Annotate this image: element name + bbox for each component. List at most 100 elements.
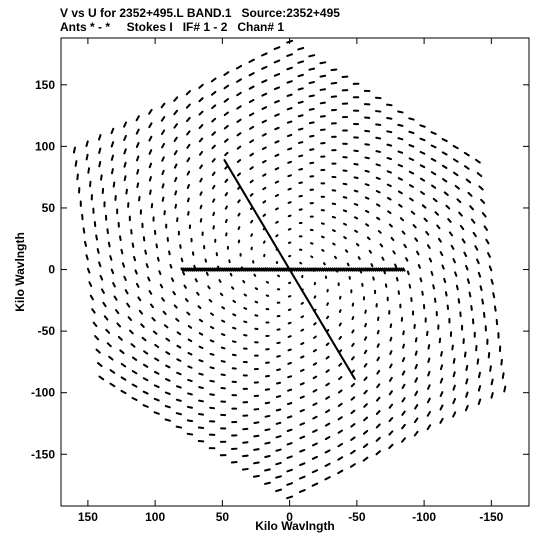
uv-point [188, 267, 192, 272]
uv-point [156, 256, 160, 262]
uv-point [363, 376, 368, 381]
uv-point [448, 231, 454, 237]
uv-point [262, 186, 267, 191]
uv-point [401, 410, 406, 416]
uv-point [408, 144, 415, 148]
uv-point [275, 207, 279, 211]
uv-point [388, 443, 394, 450]
uv-point [97, 134, 102, 141]
uv-point [439, 391, 444, 398]
uv-point [395, 276, 399, 282]
uv-point [419, 150, 426, 155]
uv-point [209, 325, 215, 330]
uv-point [310, 267, 315, 272]
uv-point [110, 141, 115, 148]
uv-point [436, 224, 441, 230]
uv-point [414, 377, 419, 383]
uv-point [236, 145, 242, 150]
uv-point [388, 403, 394, 409]
uv-point [197, 426, 205, 430]
uv-point [346, 267, 350, 272]
uv-point [268, 267, 272, 272]
uv-point [232, 313, 237, 317]
uv-point [264, 441, 271, 445]
uv-point [337, 267, 342, 272]
uv-point [431, 184, 437, 189]
uv-point [297, 127, 304, 131]
uv-point [199, 164, 203, 170]
uv-point [325, 369, 330, 373]
uv-point [477, 385, 482, 392]
uv-point [397, 137, 404, 141]
uv-point [248, 85, 255, 90]
uv-point [224, 151, 229, 157]
uv-point [236, 118, 242, 123]
uv-point [215, 267, 219, 272]
uv-point [337, 442, 344, 448]
uv-point [198, 97, 204, 103]
uv-point [136, 182, 140, 189]
uv-point [142, 363, 149, 368]
uv-point [312, 429, 318, 433]
uv-point [397, 123, 404, 127]
uv-point [107, 241, 111, 248]
uv-point [153, 384, 160, 389]
uv-point [186, 197, 190, 203]
uv-point [91, 308, 96, 314]
uv-point [161, 169, 165, 176]
uv-point [298, 154, 304, 158]
uv-point [375, 163, 381, 167]
uv-point [452, 411, 457, 418]
uv-point [264, 414, 271, 418]
uv-point [135, 128, 140, 135]
uv-point [243, 293, 248, 297]
uv-point [109, 255, 113, 261]
uv-point [376, 356, 380, 362]
uv-point [312, 348, 317, 353]
x-tick-label: -150 [479, 510, 503, 524]
uv-point [133, 255, 137, 262]
uv-point [287, 335, 292, 338]
uv-point [74, 160, 78, 167]
uv-point [217, 267, 221, 272]
uv-point [253, 461, 260, 465]
uv-point [376, 216, 381, 221]
uv-point [84, 240, 88, 247]
uv-point [225, 267, 229, 272]
uv-point [408, 283, 412, 289]
uv-point [386, 143, 393, 147]
uv-point [282, 267, 286, 272]
uv-point [388, 223, 393, 228]
uv-point [379, 243, 384, 248]
uv-point [317, 267, 321, 272]
uv-point [337, 416, 343, 421]
y-tick-label: 0 [48, 263, 55, 277]
uv-point [364, 143, 370, 146]
uv-point [421, 290, 424, 296]
uv-point [346, 262, 350, 267]
uv-point [252, 474, 260, 478]
uv-point [275, 234, 279, 238]
uv-point [414, 363, 418, 370]
uv-point [160, 116, 166, 122]
uv-point [358, 267, 362, 272]
uv-point [113, 295, 118, 301]
uv-point [249, 125, 255, 130]
uv-point [131, 242, 135, 248]
uv-point [186, 311, 191, 316]
y-tick-label: -100 [31, 386, 55, 400]
uv-point [252, 267, 257, 272]
uv-point [286, 468, 293, 473]
uv-point [369, 267, 373, 272]
uv-point [287, 201, 292, 204]
uv-point [287, 308, 292, 312]
uv-point [148, 290, 153, 295]
uv-point [248, 99, 255, 104]
uv-point [324, 462, 331, 467]
uv-point [489, 365, 492, 372]
uv-point [187, 352, 193, 356]
uv-point [389, 267, 394, 272]
uv-point [414, 404, 419, 410]
uv-point [299, 462, 306, 467]
uv-point [287, 348, 292, 352]
